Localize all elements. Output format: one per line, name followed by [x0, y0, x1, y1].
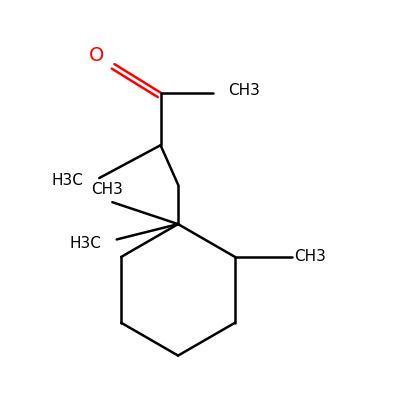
Text: O: O	[89, 46, 105, 65]
Text: H3C: H3C	[52, 173, 84, 188]
Text: CH3: CH3	[92, 182, 123, 196]
Text: H3C: H3C	[70, 236, 101, 251]
Text: CH3: CH3	[228, 83, 260, 98]
Text: CH3: CH3	[294, 250, 326, 264]
